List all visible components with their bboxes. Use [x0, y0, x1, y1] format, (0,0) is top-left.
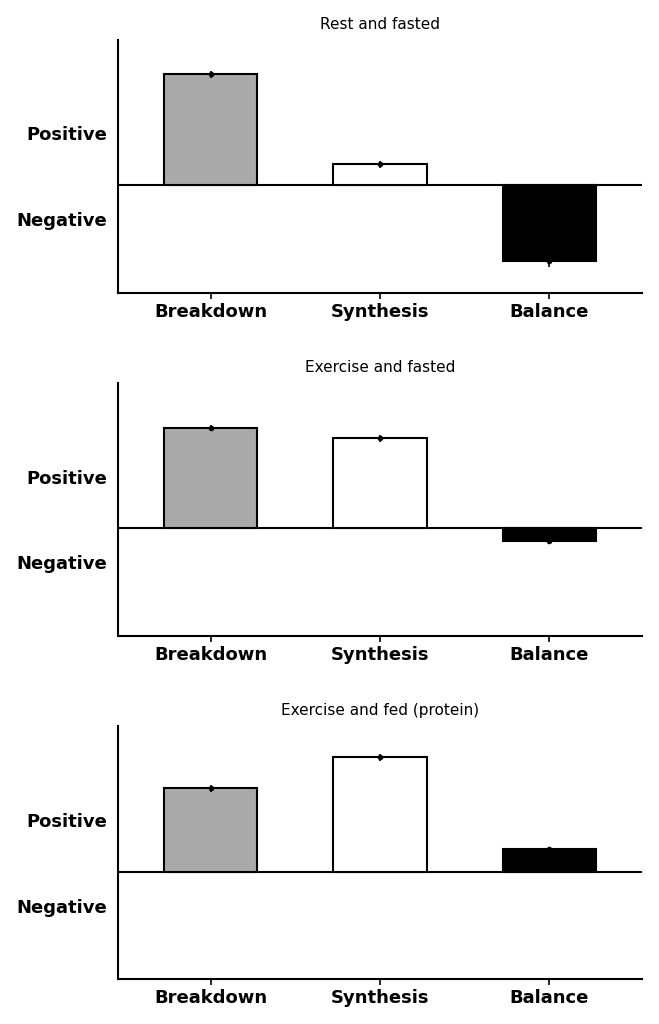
- Text: Positive: Positive: [26, 126, 107, 144]
- Bar: [164, 788, 257, 871]
- Text: Positive: Positive: [26, 470, 107, 487]
- Bar: [164, 428, 257, 528]
- Bar: [333, 438, 426, 528]
- Title: Exercise and fed (protein): Exercise and fed (protein): [281, 703, 479, 718]
- Bar: [333, 165, 426, 185]
- Title: Exercise and fasted: Exercise and fasted: [305, 359, 455, 375]
- Bar: [503, 185, 596, 261]
- Bar: [333, 758, 426, 871]
- Title: Rest and fasted: Rest and fasted: [320, 16, 440, 32]
- Bar: [164, 75, 257, 185]
- Bar: [503, 528, 596, 541]
- Bar: [503, 850, 596, 871]
- Text: Negative: Negative: [16, 899, 107, 916]
- Text: Positive: Positive: [26, 813, 107, 830]
- Text: Negative: Negative: [16, 555, 107, 573]
- Text: Negative: Negative: [16, 212, 107, 230]
